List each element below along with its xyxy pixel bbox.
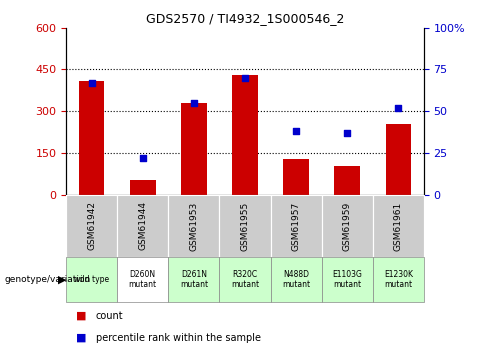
Bar xyxy=(66,195,117,257)
Text: GSM61955: GSM61955 xyxy=(241,201,249,250)
Bar xyxy=(321,195,373,257)
Bar xyxy=(373,257,424,302)
Bar xyxy=(66,257,117,302)
Text: N488D
mutant: N488D mutant xyxy=(282,270,310,289)
Bar xyxy=(283,159,309,195)
Point xyxy=(292,129,300,134)
Text: D260N
mutant: D260N mutant xyxy=(129,270,157,289)
Text: ■: ■ xyxy=(76,311,86,321)
Text: E1103G
mutant: E1103G mutant xyxy=(332,270,362,289)
Bar xyxy=(79,81,104,195)
Bar xyxy=(117,257,169,302)
Title: GDS2570 / TI4932_1S000546_2: GDS2570 / TI4932_1S000546_2 xyxy=(146,12,344,25)
Text: ▶: ▶ xyxy=(58,275,66,284)
Bar xyxy=(386,124,411,195)
Text: GSM61957: GSM61957 xyxy=(292,201,300,250)
Text: GSM61953: GSM61953 xyxy=(190,201,198,250)
Bar xyxy=(220,195,270,257)
Text: count: count xyxy=(96,311,123,321)
Bar xyxy=(169,257,220,302)
Text: D261N
mutant: D261N mutant xyxy=(180,270,208,289)
Text: E1230K
mutant: E1230K mutant xyxy=(384,270,413,289)
Bar xyxy=(321,257,373,302)
Bar xyxy=(334,166,360,195)
Text: GSM61944: GSM61944 xyxy=(138,201,147,250)
Bar xyxy=(373,195,424,257)
Bar xyxy=(117,195,169,257)
Text: wild type: wild type xyxy=(74,275,109,284)
Text: genotype/variation: genotype/variation xyxy=(5,275,91,284)
Point xyxy=(241,75,249,80)
Point xyxy=(394,105,402,111)
Text: ■: ■ xyxy=(76,333,86,343)
Bar xyxy=(270,195,321,257)
Bar xyxy=(270,257,321,302)
Point xyxy=(190,100,198,106)
Bar xyxy=(232,75,258,195)
Point xyxy=(139,155,147,161)
Text: GSM61961: GSM61961 xyxy=(394,201,403,250)
Text: percentile rank within the sample: percentile rank within the sample xyxy=(96,333,261,343)
Text: R320C
mutant: R320C mutant xyxy=(231,270,259,289)
Bar xyxy=(181,103,207,195)
Text: GSM61959: GSM61959 xyxy=(343,201,352,250)
Text: GSM61942: GSM61942 xyxy=(87,201,96,250)
Point xyxy=(88,80,96,86)
Bar xyxy=(130,180,156,195)
Bar xyxy=(220,257,270,302)
Point xyxy=(343,130,351,136)
Bar xyxy=(169,195,220,257)
